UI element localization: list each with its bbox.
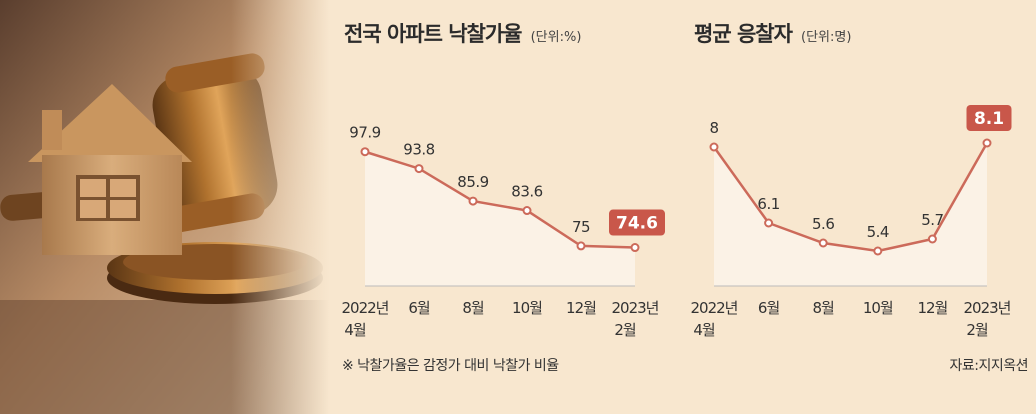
chart2-data-label: 6.1: [757, 195, 779, 213]
chart1-series-line: [364, 150, 636, 249]
chart2-data-label: 5.4: [867, 223, 889, 241]
chart1-footnote: ※ 낙찰가율은 감정가 대비 낙찰가 비율: [342, 358, 559, 374]
chart2-point: [764, 218, 774, 228]
chart2-area: [714, 143, 987, 286]
chart2-data-label: 5.7: [921, 211, 943, 229]
chart1-x-tick-label: 8월: [462, 299, 484, 317]
chart1-title-text: 전국 아파트 낙찰가율: [344, 22, 523, 46]
chart1-point: [576, 241, 586, 251]
chart1-data-label: 75: [572, 218, 590, 236]
chart2-point: [982, 138, 992, 148]
chart1-point: [630, 243, 640, 253]
chart2-x-tick-label: 2023년 2월: [964, 299, 1011, 339]
chart2-highlight-value: 8.1: [974, 109, 1004, 129]
chart1-data-label: 97.9: [349, 124, 380, 142]
chart2-x-tick-label: 2022년 4월: [691, 299, 738, 339]
chart1-x-tick-label: 12월: [566, 299, 596, 317]
chart1-data-label: 93.8: [403, 141, 434, 159]
chart2-point: [927, 234, 937, 244]
chart1-x-tick-label: 2022년 4월: [342, 299, 389, 339]
chart2-x-tick-label: 12월: [917, 299, 947, 317]
chart2-source: 자료:지지옥션: [949, 358, 1029, 374]
chart1-point: [360, 147, 370, 157]
chart2-highlight-badge: [966, 105, 1012, 131]
avg-bidders-chart-panel: 평균 응찰자 (단위:명) 8 6.1 5.6 5.4 5.7 8.1 2022년 4월 6월 8…: [680, 0, 1036, 414]
chart1-x-tick-label: 10월: [512, 299, 542, 317]
chart2-x-tick-label: 10월: [863, 299, 893, 317]
chart2-plot: 8 6.1 5.6 5.4 5.7 8.1 2022년 4월 6월 8월 10월 12월 2023년 2월: [691, 105, 1012, 339]
chart1-highlight-value: 74.6: [616, 214, 658, 234]
chart2-point: [873, 246, 883, 256]
chart1-x-tick-label: 2023년 2월: [612, 299, 659, 339]
chart2-title: 평균 응찰자 (단위:명): [694, 18, 851, 48]
chart1-plot: 97.9 93.8 85.9 83.6 75 74.6 2022년 4월 6월 8월 10월 12월 2…: [342, 124, 665, 339]
chart2-x-tick-label: 8월: [813, 299, 835, 317]
chart1-area: [365, 151, 635, 286]
chart2-unit: (단위:명): [801, 30, 852, 45]
chart2-x-tick-label: 6월: [758, 299, 780, 317]
chart1-title: 전국 아파트 낙찰가율 (단위:%): [344, 18, 581, 48]
chart1-point: [522, 206, 532, 216]
chart2-series-line: [712, 142, 989, 253]
chart2-point: [818, 238, 828, 248]
chart2-data-label: 8: [709, 119, 718, 137]
chart1-highlight-badge: [609, 209, 665, 236]
auction-rate-chart-panel: 전국 아파트 낙찰가율 (단위:%) 97.9 93.8 85.9 83.6 75 74.…: [330, 0, 680, 414]
chart1-point: [468, 196, 478, 206]
chart2-data-label: 5.6: [812, 215, 834, 233]
chart1-unit: (단위:%): [530, 30, 582, 45]
chart1-point: [414, 164, 424, 174]
chart2-title-text: 평균 응찰자: [694, 22, 793, 46]
chart1-data-label: 83.6: [511, 183, 542, 201]
chart2-point: [709, 142, 719, 152]
chart1-x-tick-label: 6월: [408, 299, 430, 317]
auction-photo: [0, 0, 330, 414]
chart1-data-label: 85.9: [457, 173, 488, 191]
